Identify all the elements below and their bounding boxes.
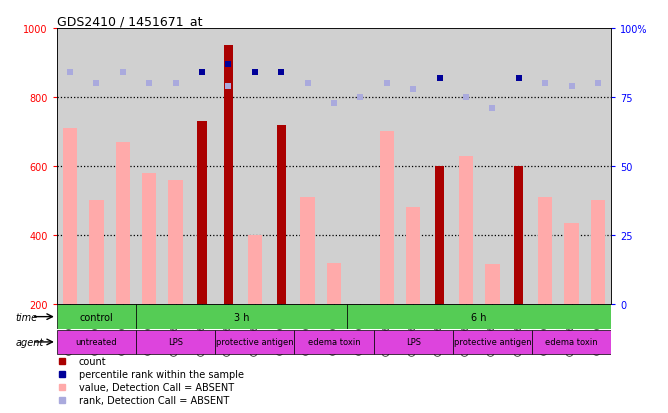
Bar xyxy=(453,330,532,354)
Bar xyxy=(89,201,104,304)
Bar xyxy=(564,223,579,304)
Text: edema toxin: edema toxin xyxy=(545,337,598,347)
Bar xyxy=(215,330,295,354)
Bar xyxy=(168,180,183,304)
Bar xyxy=(514,166,524,304)
Bar xyxy=(142,173,156,304)
Text: agent: agent xyxy=(15,337,43,347)
Bar xyxy=(301,197,315,304)
Text: protective antigen: protective antigen xyxy=(216,337,294,347)
Bar xyxy=(379,132,394,304)
Bar xyxy=(224,46,233,304)
Bar xyxy=(435,166,444,304)
Text: control: control xyxy=(79,312,114,322)
Bar xyxy=(538,197,552,304)
Bar xyxy=(327,263,341,304)
Text: untreated: untreated xyxy=(75,337,117,347)
Bar xyxy=(373,330,453,354)
Bar xyxy=(197,122,206,304)
Bar xyxy=(485,265,500,304)
Bar xyxy=(57,330,136,354)
Text: rank, Detection Call = ABSENT: rank, Detection Call = ABSENT xyxy=(79,395,229,405)
Bar xyxy=(347,305,611,329)
Bar xyxy=(57,305,136,329)
Text: 3 h: 3 h xyxy=(234,312,249,322)
Bar xyxy=(136,330,215,354)
Bar xyxy=(459,156,473,304)
Text: LPS: LPS xyxy=(168,337,183,347)
Bar xyxy=(248,235,262,304)
Bar xyxy=(116,142,130,304)
Text: value, Detection Call = ABSENT: value, Detection Call = ABSENT xyxy=(79,382,234,392)
Text: percentile rank within the sample: percentile rank within the sample xyxy=(79,370,244,380)
Bar xyxy=(63,129,77,304)
Text: LPS: LPS xyxy=(405,337,421,347)
Text: 6 h: 6 h xyxy=(472,312,487,322)
Bar xyxy=(277,125,286,304)
Bar xyxy=(295,330,373,354)
Bar xyxy=(532,330,611,354)
Bar xyxy=(591,201,605,304)
Bar xyxy=(136,305,347,329)
Text: time: time xyxy=(15,312,37,322)
Text: edema toxin: edema toxin xyxy=(308,337,360,347)
Text: GDS2410 / 1451671_at: GDS2410 / 1451671_at xyxy=(57,15,202,28)
Text: protective antigen: protective antigen xyxy=(454,337,531,347)
Text: count: count xyxy=(79,356,107,367)
Bar xyxy=(406,208,420,304)
